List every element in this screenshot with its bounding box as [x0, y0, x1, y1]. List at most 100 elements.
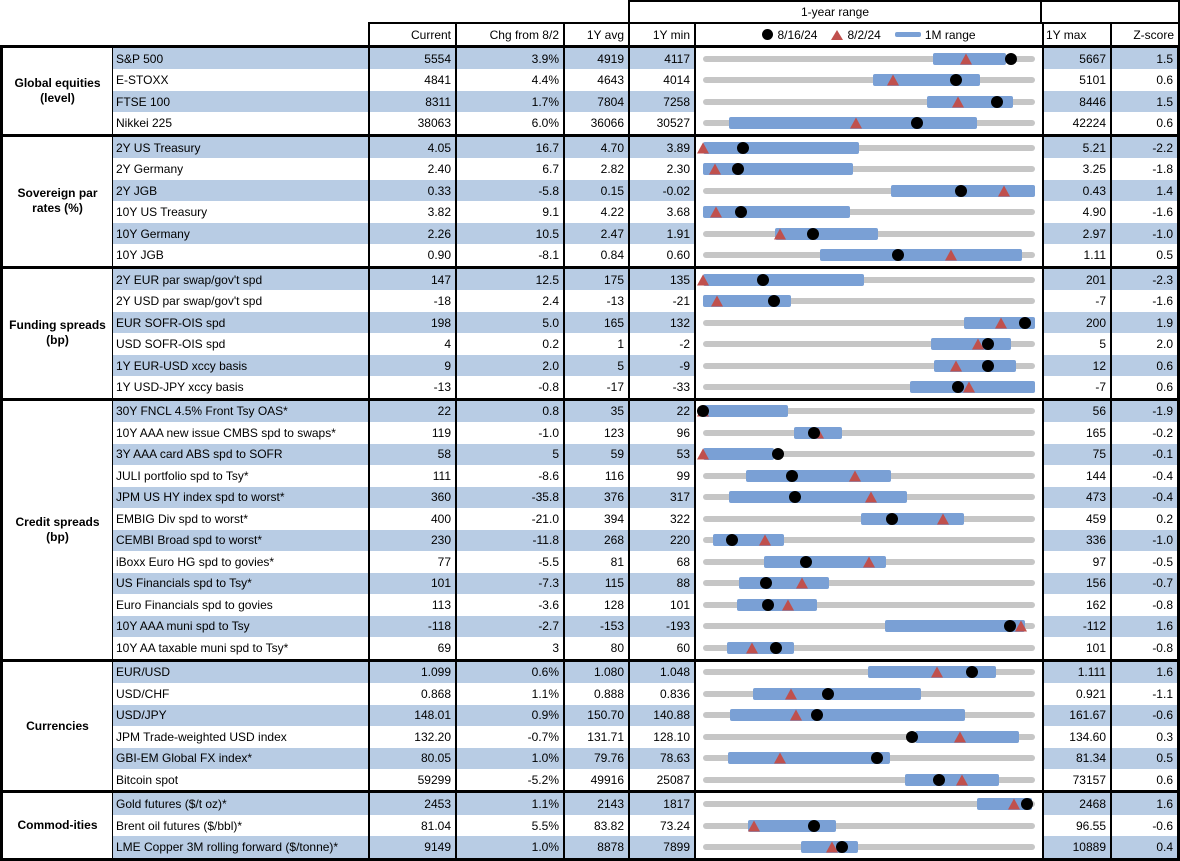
row-label: 2Y EUR par swap/gov't spd: [112, 268, 368, 291]
range-plot: [694, 136, 1042, 159]
zscore-value: 1.6: [1110, 793, 1177, 815]
current-value: 4: [368, 333, 455, 355]
range-plot: [694, 551, 1042, 573]
avg-value: 2.82: [563, 158, 628, 180]
range-plot: [694, 354, 1042, 377]
range-plot: [694, 661, 1042, 684]
max-value: 2468: [1042, 793, 1110, 815]
range-plot: [694, 465, 1042, 487]
dot-marker-8-16: [965, 666, 978, 679]
range-plot-area: [703, 836, 1035, 857]
zscore-value: 0.5: [1110, 747, 1177, 769]
triangle-marker-8-2: [697, 448, 709, 460]
triangle-marker-8-2: [955, 774, 968, 786]
chg-value: -5.2%: [455, 768, 563, 791]
range-plot: [694, 443, 1042, 466]
range-track: [703, 209, 1035, 216]
min-value: 322: [628, 508, 694, 530]
dot-marker-8-16: [1004, 620, 1017, 633]
dot-marker-8-16: [769, 641, 782, 654]
range-plot: [694, 376, 1042, 398]
row-label: CEMBI Broad spd to worst*: [112, 529, 368, 552]
avg-value: 150.70: [563, 704, 628, 727]
current-value: 38063: [368, 112, 455, 134]
dot-marker-8-16: [949, 74, 962, 87]
avg-value: 8878: [563, 836, 628, 858]
one-month-bar: [748, 819, 837, 832]
row-label: 2Y US Treasury: [112, 136, 368, 159]
legend-bar-label: 1M range: [924, 27, 976, 42]
min-value: 128.10: [628, 726, 694, 748]
range-plot: [694, 422, 1042, 444]
range-plot-area: [703, 48, 1035, 69]
current-value: 111: [368, 465, 455, 487]
row-label: 10Y AAA new issue CMBS spd to swaps*: [112, 422, 368, 444]
chg-value: -8.6: [455, 465, 563, 487]
row-label: 10Y JGB: [112, 244, 368, 266]
chg-value: 1.0%: [455, 836, 563, 858]
range-plot-area: [703, 91, 1035, 112]
triangle-marker-8-2: [998, 185, 1010, 197]
chg-value: 2.4: [455, 290, 563, 312]
range-track: [703, 77, 1035, 84]
one-month-bar: [820, 249, 1022, 262]
dot-marker-8-16: [737, 141, 750, 154]
dot-marker-8-16: [760, 577, 773, 590]
current-value: 80.05: [368, 747, 455, 769]
triangle-marker-8-2: [711, 295, 724, 307]
legend-item-dot: 8/16/24: [762, 28, 817, 42]
range-plot-area: [703, 793, 1035, 814]
max-value: -112: [1042, 615, 1110, 638]
chg-value: 2.0: [455, 354, 563, 377]
row-label: Brent oil futures ($/bbl)*: [112, 814, 368, 837]
min-value: -2: [628, 333, 694, 355]
one-month-bar: [703, 405, 788, 418]
range-track: [703, 537, 1035, 544]
dot-marker-8-16: [906, 730, 919, 743]
current-value: 2.40: [368, 158, 455, 180]
one-month-bar: [885, 620, 1026, 633]
chg-value: -2.7: [455, 615, 563, 638]
avg-value: 7804: [563, 90, 628, 113]
range-plot: [694, 508, 1042, 530]
one-month-bar: [926, 95, 1013, 108]
range-track: [703, 844, 1035, 851]
current-value: 132.20: [368, 726, 455, 748]
chg-value: 0.8: [455, 400, 563, 423]
range-track: [703, 144, 1035, 151]
max-value: 336: [1042, 529, 1110, 552]
max-value: 200: [1042, 311, 1110, 334]
max-value: 101: [1042, 637, 1110, 659]
range-track: [703, 187, 1035, 194]
dot-marker-8-16: [991, 95, 1004, 108]
max-value: 0.921: [1042, 683, 1110, 705]
row-label: 2Y USD par swap/gov't spd: [112, 290, 368, 312]
max-value: 5101: [1042, 69, 1110, 91]
zscore-value: -0.1: [1110, 443, 1177, 466]
chg-value: -5.8: [455, 179, 563, 202]
range-plot-area: [697, 269, 1035, 290]
triangle-marker-8-2: [796, 577, 809, 589]
min-value: 101: [628, 594, 694, 616]
zscore-value: -1.0: [1110, 222, 1177, 245]
triangle-marker-8-2: [945, 249, 958, 261]
dot-marker-8-16: [955, 184, 968, 197]
section-label: Global equities (level): [3, 48, 112, 134]
triangle-marker-8-2: [785, 688, 798, 700]
range-plot-area: [703, 312, 1035, 333]
zscore-value: -0.5: [1110, 551, 1177, 573]
zscore-value: -0.7: [1110, 572, 1177, 595]
chg-value: -0.8: [455, 376, 563, 398]
row-label: LME Copper 3M rolling forward ($/tonne)*: [112, 836, 368, 858]
range-track: [703, 298, 1035, 305]
zscore-value: 1.5: [1110, 90, 1177, 113]
dot-marker-8-16: [981, 359, 994, 372]
range-plot-area: [703, 112, 1035, 133]
triangle-marker-8-2: [745, 642, 758, 654]
min-value: 22: [628, 400, 694, 423]
triangle-marker-8-2: [960, 53, 973, 65]
one-month-bar: [904, 773, 1000, 786]
row-label: 10Y AAA muni spd to Tsy: [112, 615, 368, 638]
min-value: 2.30: [628, 158, 694, 180]
range-plot-area: [697, 137, 1035, 158]
